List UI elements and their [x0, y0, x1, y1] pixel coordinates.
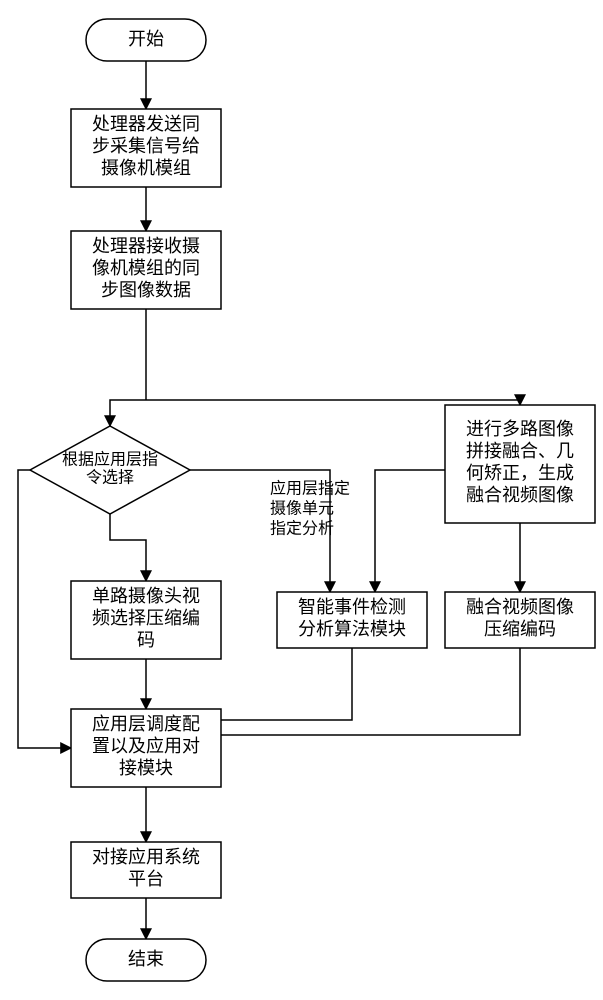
node-n_plat: 对接应用系统平台	[71, 842, 221, 898]
node-n_sched-line-0: 应用层调度配	[92, 714, 200, 734]
node-n_fuseenc-line-1: 压缩编码	[484, 619, 556, 639]
node-dec: 根据应用层指令选择	[30, 426, 190, 514]
node-n_fuse-line-1: 拼接融合、几	[466, 441, 574, 461]
node-n_plat-line-0: 对接应用系统	[92, 847, 200, 867]
node-n_plat-line-1: 平台	[128, 869, 164, 889]
node-n_single: 单路摄像头视频选择压缩编码	[71, 581, 221, 659]
node-end-label: 结束	[128, 949, 164, 969]
edge-annotation-line-2: 指定分析	[270, 520, 334, 538]
node-n_fuse-line-2: 何矫正，生成	[466, 463, 574, 483]
node-n1-line-1: 步采集信号给	[92, 136, 200, 156]
node-start: 开始	[86, 19, 206, 61]
node-n_fuse-line-3: 融合视频图像	[466, 485, 574, 505]
node-n_sched-line-1: 置以及应用对	[92, 736, 200, 756]
node-end: 结束	[86, 939, 206, 981]
edge-5	[110, 514, 146, 581]
node-n2-line-1: 像机模组的同	[92, 258, 200, 278]
edge-annotation-line-1: 摄像单元	[270, 500, 334, 518]
edge-11	[175, 648, 520, 735]
node-n_single-line-0: 单路摄像头视	[92, 586, 200, 606]
node-n_single-line-2: 码	[137, 630, 155, 650]
node-n1-line-0: 处理器发送同	[92, 114, 200, 134]
node-n_fuseenc: 融合视频图像压缩编码	[445, 592, 595, 648]
node-n_single-line-1: 频选择压缩编	[92, 608, 200, 628]
node-n2-line-0: 处理器接收摄	[92, 236, 200, 256]
node-n_fuseenc-line-0: 融合视频图像	[466, 597, 574, 617]
edge-12	[18, 470, 71, 748]
node-dec-line-1: 令选择	[86, 469, 134, 487]
node-n_sched-line-2: 接模块	[119, 758, 173, 778]
edge-3	[110, 400, 146, 426]
node-start-label: 开始	[128, 29, 164, 49]
node-n_detect: 智能事件检测分析算法模块	[277, 592, 427, 648]
node-n1-line-2: 摄像机模组	[101, 158, 191, 178]
node-n_detect-line-0: 智能事件检测	[298, 597, 406, 617]
node-n_detect-line-1: 分析算法模块	[298, 619, 406, 639]
node-n_fuse: 进行多路图像拼接融合、几何矫正，生成融合视频图像	[445, 405, 595, 523]
node-n_sched: 应用层调度配置以及应用对接模块	[71, 709, 221, 787]
node-dec-line-0: 根据应用层指	[62, 450, 158, 469]
edge-7	[375, 470, 445, 592]
node-n2-line-2: 步图像数据	[101, 280, 191, 300]
node-n2: 处理器接收摄像机模组的同步图像数据	[71, 231, 221, 309]
node-n1: 处理器发送同步采集信号给摄像机模组	[71, 109, 221, 187]
edge-annotation-line-0: 应用层指定	[270, 479, 350, 498]
node-n_fuse-line-0: 进行多路图像	[466, 419, 574, 439]
